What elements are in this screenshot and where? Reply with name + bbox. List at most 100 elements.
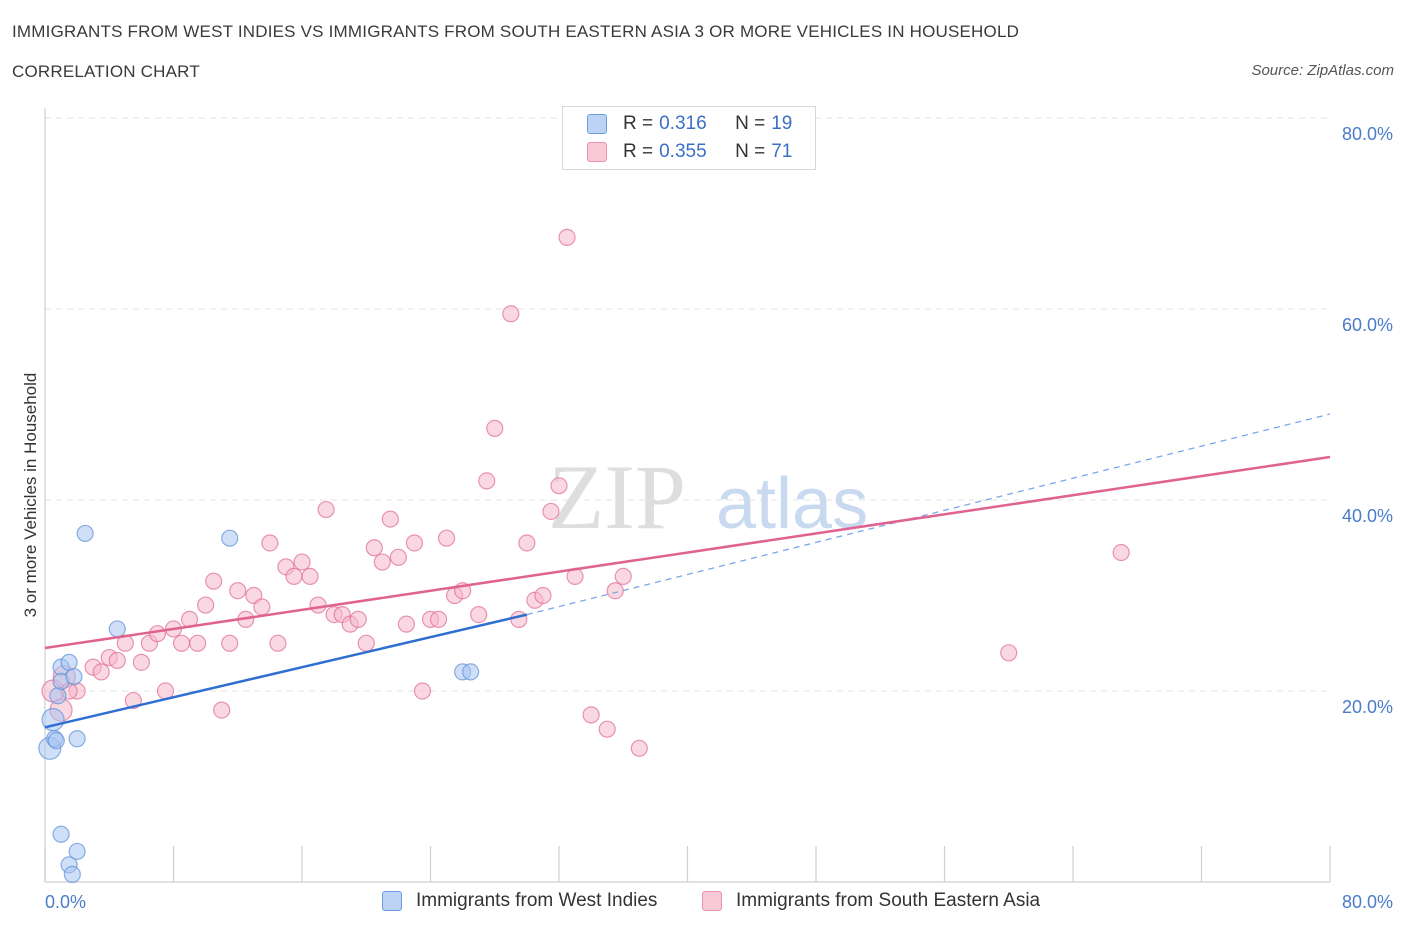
legend-row-south-eastern-asia: R = 0.355 N = 71 xyxy=(587,140,792,164)
data-point-south-eastern-asia xyxy=(598,720,616,738)
legend-n-value: 71 xyxy=(771,141,793,162)
legend-r-label: R = xyxy=(623,113,654,134)
data-point-south-eastern-asia xyxy=(470,605,488,624)
legend-n-value: 19 xyxy=(771,113,793,134)
data-point-south-eastern-asia xyxy=(542,502,560,521)
stats-legend: R = 0.316 N = 19 R = 0.355 N = 71 xyxy=(562,106,816,170)
legend-n-label: N = xyxy=(735,141,766,162)
data-point-south-eastern-asia xyxy=(413,682,432,700)
data-point-south-eastern-asia xyxy=(253,598,271,616)
legend-label-south-eastern-asia: Immigrants from South Eastern Asia xyxy=(736,890,1041,911)
data-point-west-indies xyxy=(49,687,67,705)
data-point-south-eastern-asia xyxy=(309,596,327,614)
data-point-west-indies xyxy=(47,732,65,750)
legend-swatch-blue xyxy=(382,891,402,911)
data-point-south-eastern-asia xyxy=(373,553,391,571)
data-point-south-eastern-asia xyxy=(534,586,552,605)
series-west-indies-points xyxy=(38,524,480,883)
axes xyxy=(44,108,1331,883)
trend-line-south-eastern-asia xyxy=(44,455,1331,650)
watermark-atlas: atlas xyxy=(716,464,868,544)
legend-swatch-blue xyxy=(587,114,607,134)
data-point-south-eastern-asia xyxy=(502,305,520,323)
data-point-west-indies xyxy=(52,825,70,843)
legend-n-label: N = xyxy=(735,113,766,134)
data-point-south-eastern-asia xyxy=(229,582,247,600)
trend-lines xyxy=(44,413,1331,729)
series-legend: Immigrants from West Indies Immigrants f… xyxy=(0,890,1406,916)
chart-title: IMMIGRANTS FROM WEST INDIES VS IMMIGRANT… xyxy=(12,22,1020,41)
y-tick-label: 60.0% xyxy=(1342,315,1393,335)
legend-item-south-eastern-asia[interactable]: Immigrants from South Eastern Asia xyxy=(702,890,1040,912)
data-point-south-eastern-asia xyxy=(389,548,407,566)
data-point-south-eastern-asia xyxy=(205,572,223,590)
data-point-west-indies xyxy=(108,620,126,638)
trend-line-west-indies xyxy=(44,613,528,729)
trend-line-west-indies-extension xyxy=(526,413,1331,616)
y-tick-label: 80.0% xyxy=(1342,124,1393,144)
y-tick-label: 40.0% xyxy=(1342,506,1393,526)
legend-label-west-indies: Immigrants from West Indies xyxy=(416,890,658,911)
tick-labels: 20.0% 40.0% 60.0% 80.0% 0.0% 80.0% xyxy=(45,124,1393,912)
data-point-south-eastern-asia xyxy=(108,651,126,670)
legend-row-west-indies: R = 0.316 N = 19 xyxy=(587,112,792,136)
data-point-south-eastern-asia xyxy=(630,739,648,757)
y-axis-label: 3 or more Vehicles in Household xyxy=(21,373,40,618)
data-point-south-eastern-asia xyxy=(405,534,424,552)
data-point-south-eastern-asia xyxy=(381,510,399,528)
data-point-west-indies xyxy=(68,730,86,748)
data-point-south-eastern-asia xyxy=(213,701,231,719)
data-point-south-eastern-asia xyxy=(606,582,624,600)
legend-swatch-pink xyxy=(702,891,722,911)
legend-r-value: 0.355 xyxy=(659,141,707,162)
data-point-south-eastern-asia xyxy=(614,567,632,586)
data-point-south-eastern-asia xyxy=(148,625,167,643)
data-point-west-indies xyxy=(65,668,83,686)
data-point-south-eastern-asia xyxy=(1000,644,1018,662)
legend-swatch-pink xyxy=(587,142,607,162)
data-point-south-eastern-asia xyxy=(486,419,504,437)
data-point-south-eastern-asia xyxy=(261,534,279,552)
data-point-south-eastern-asia xyxy=(132,653,150,671)
data-point-south-eastern-asia xyxy=(188,634,207,652)
data-point-west-indies xyxy=(60,653,78,671)
data-point-west-indies xyxy=(68,842,86,861)
data-point-south-eastern-asia xyxy=(397,615,416,633)
data-point-south-eastern-asia xyxy=(1112,543,1130,562)
data-point-south-eastern-asia xyxy=(92,663,110,681)
data-point-west-indies xyxy=(221,529,239,547)
series-south-eastern-asia-points xyxy=(41,228,1130,757)
data-point-south-eastern-asia xyxy=(301,567,319,586)
gridlines xyxy=(45,117,1330,692)
data-point-south-eastern-asia xyxy=(582,706,600,724)
data-point-south-eastern-asia xyxy=(550,477,568,495)
chart-subtitle: CORRELATION CHART xyxy=(12,62,200,81)
data-point-south-eastern-asia xyxy=(365,539,383,557)
data-point-south-eastern-asia xyxy=(349,610,367,628)
data-point-south-eastern-asia xyxy=(357,634,375,652)
legend-r-value: 0.316 xyxy=(659,113,707,134)
data-point-south-eastern-asia xyxy=(317,500,335,519)
legend-r-label: R = xyxy=(623,141,654,162)
data-point-west-indies xyxy=(63,865,81,883)
chart-source: Source: ZipAtlas.com xyxy=(1251,62,1394,79)
data-point-west-indies xyxy=(76,524,94,543)
legend-item-west-indies[interactable]: Immigrants from West Indies xyxy=(382,890,657,912)
data-point-south-eastern-asia xyxy=(437,529,456,547)
data-point-south-eastern-asia xyxy=(221,634,239,652)
data-point-south-eastern-asia xyxy=(510,610,528,628)
x-tick-label: 0.0% xyxy=(45,892,86,912)
x-tick-label: 80.0% xyxy=(1342,892,1393,912)
data-point-south-eastern-asia xyxy=(269,634,287,652)
y-tick-label: 20.0% xyxy=(1342,697,1393,717)
data-point-south-eastern-asia xyxy=(197,596,215,614)
data-point-west-indies xyxy=(462,663,480,681)
data-point-south-eastern-asia xyxy=(478,472,496,490)
data-point-south-eastern-asia xyxy=(285,567,303,586)
data-point-south-eastern-asia xyxy=(518,534,536,552)
watermark-zip: ZIP xyxy=(548,446,686,548)
data-point-south-eastern-asia xyxy=(172,634,191,652)
data-point-south-eastern-asia xyxy=(429,610,448,628)
data-point-south-eastern-asia xyxy=(558,228,576,246)
